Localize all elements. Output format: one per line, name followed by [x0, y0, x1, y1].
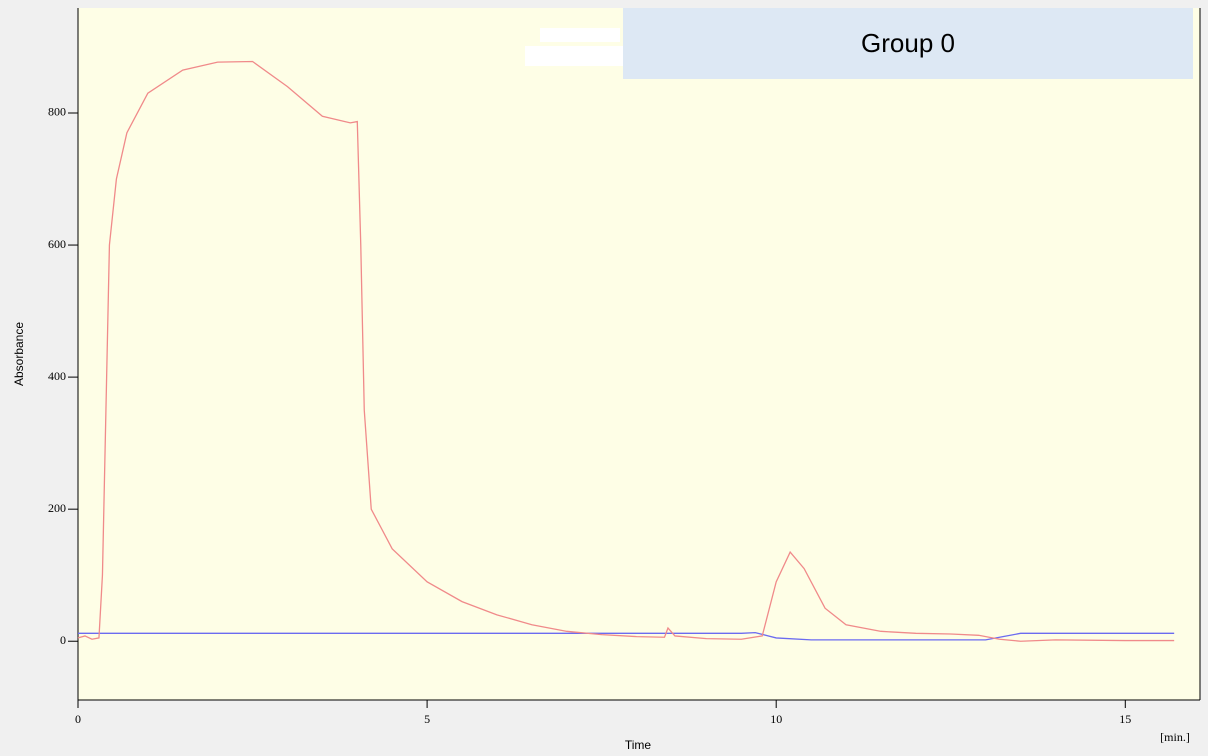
- x-tick-label: 10: [770, 712, 782, 726]
- y-axis-label: Absorbance: [12, 322, 26, 386]
- y-tick-label: 800: [48, 105, 66, 119]
- y-tick-label: 600: [48, 237, 66, 251]
- x-unit: [min.]: [1160, 730, 1190, 744]
- y-tick-label: 0: [60, 633, 66, 647]
- group-box: [623, 8, 1193, 79]
- group-label: Group 0: [861, 28, 955, 58]
- x-axis-label: Time: [625, 738, 652, 752]
- x-tick-label: 15: [1119, 712, 1131, 726]
- y-tick-label: 400: [48, 369, 66, 383]
- x-tick-label: 5: [424, 712, 430, 726]
- y-tick-label: 200: [48, 501, 66, 515]
- series-line: [78, 631, 1175, 641]
- series-line: [77, 60, 1175, 642]
- x-tick-label: 0: [75, 712, 81, 726]
- blank-patch: [540, 28, 620, 42]
- blank-patch: [525, 46, 623, 66]
- plot-area: [78, 8, 1200, 700]
